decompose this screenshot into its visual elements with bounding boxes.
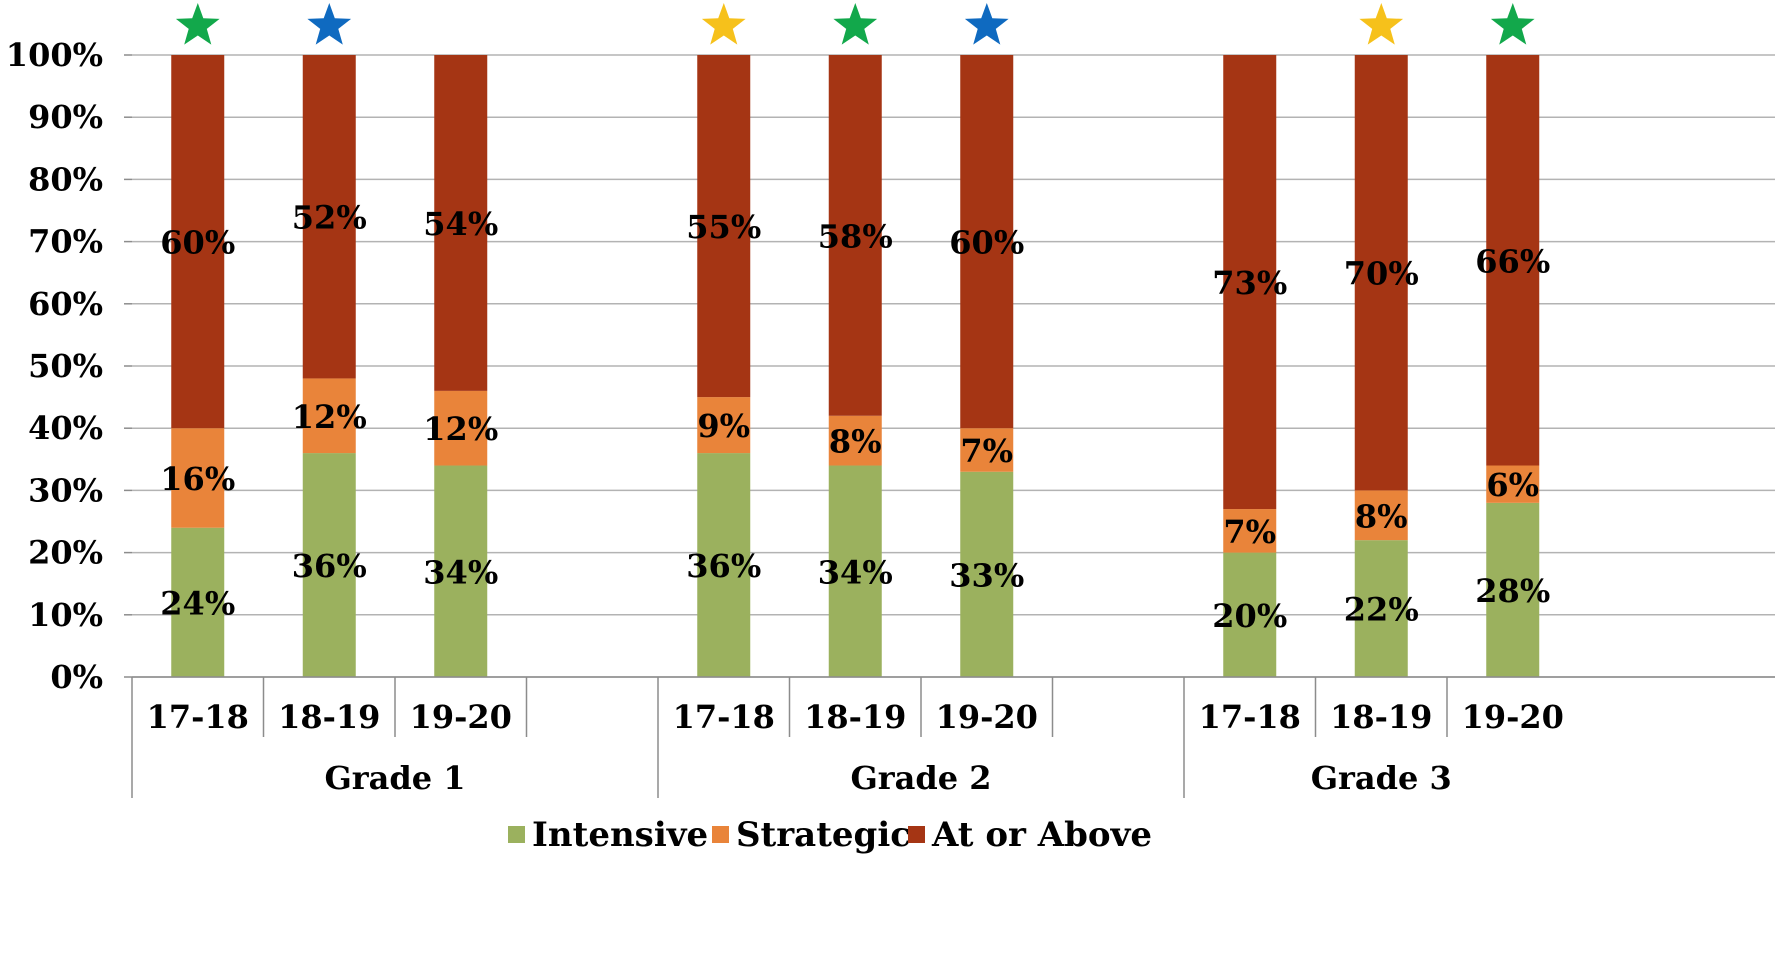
legend-swatch — [712, 826, 729, 843]
y-tick-label: 30% — [28, 471, 103, 509]
y-tick-label: 50% — [28, 347, 103, 385]
group-label: Grade 1 — [324, 759, 465, 797]
y-tick-label: 100% — [6, 36, 103, 74]
data-label: 36% — [686, 547, 761, 585]
legend-label: Strategic — [736, 815, 911, 855]
y-tick-label: 10% — [28, 596, 103, 634]
category-label: 18-19 — [804, 698, 906, 736]
y-tick-label: 90% — [28, 98, 103, 136]
star-icon — [702, 3, 746, 45]
data-label: 12% — [423, 410, 498, 448]
category-label: 19-20 — [936, 698, 1038, 736]
y-tick-label: 20% — [28, 534, 103, 572]
data-label: 60% — [949, 224, 1024, 262]
y-tick-label: 80% — [28, 160, 103, 198]
category-label: 19-20 — [1462, 698, 1564, 736]
category-label: 17-18 — [1199, 698, 1301, 736]
data-label: 28% — [1475, 572, 1550, 610]
data-label: 34% — [423, 553, 498, 591]
group-label: Grade 2 — [850, 759, 991, 797]
legend-swatch — [908, 826, 925, 843]
category-label: 17-18 — [673, 698, 775, 736]
group-label: Grade 3 — [1311, 759, 1452, 797]
data-label: 70% — [1344, 255, 1419, 293]
category-label: 18-19 — [1330, 698, 1432, 736]
data-label: 8% — [829, 423, 882, 461]
y-tick-label: 40% — [28, 409, 103, 447]
y-tick-label: 60% — [28, 285, 103, 323]
data-label: 7% — [960, 432, 1013, 470]
star-icon — [1359, 3, 1403, 45]
data-label: 33% — [949, 556, 1024, 594]
star-icon — [1491, 3, 1535, 45]
data-label: 73% — [1212, 264, 1287, 302]
data-label: 9% — [697, 407, 750, 445]
y-tick-label: 70% — [28, 223, 103, 261]
legend-swatch — [508, 826, 525, 843]
legend-label: Intensive — [532, 815, 708, 855]
data-label: 66% — [1475, 242, 1550, 280]
data-label: 52% — [292, 199, 367, 237]
category-label: 19-20 — [410, 698, 512, 736]
data-label: 22% — [1344, 591, 1419, 629]
data-label: 36% — [292, 547, 367, 585]
category-label: 18-19 — [278, 698, 380, 736]
star-icon — [176, 3, 220, 45]
data-label: 34% — [818, 553, 893, 591]
data-label: 20% — [1212, 597, 1287, 635]
star-markers — [176, 3, 1535, 45]
data-label: 16% — [160, 460, 235, 498]
y-tick-label: 0% — [50, 658, 103, 696]
star-icon — [965, 3, 1009, 45]
data-label: 60% — [160, 224, 235, 262]
star-icon — [833, 3, 877, 45]
legend-label: At or Above — [931, 815, 1152, 855]
legend: Intensive Strategic At or Above — [508, 815, 1152, 855]
star-icon — [307, 3, 351, 45]
category-label: 17-18 — [147, 698, 249, 736]
data-label: 7% — [1223, 513, 1276, 551]
data-label: 55% — [686, 208, 761, 246]
data-label: 54% — [423, 205, 498, 243]
data-label: 8% — [1355, 497, 1408, 535]
data-label: 12% — [292, 398, 367, 436]
data-label: 24% — [160, 584, 235, 622]
data-label: 6% — [1486, 466, 1539, 504]
data-label: 58% — [818, 217, 893, 255]
